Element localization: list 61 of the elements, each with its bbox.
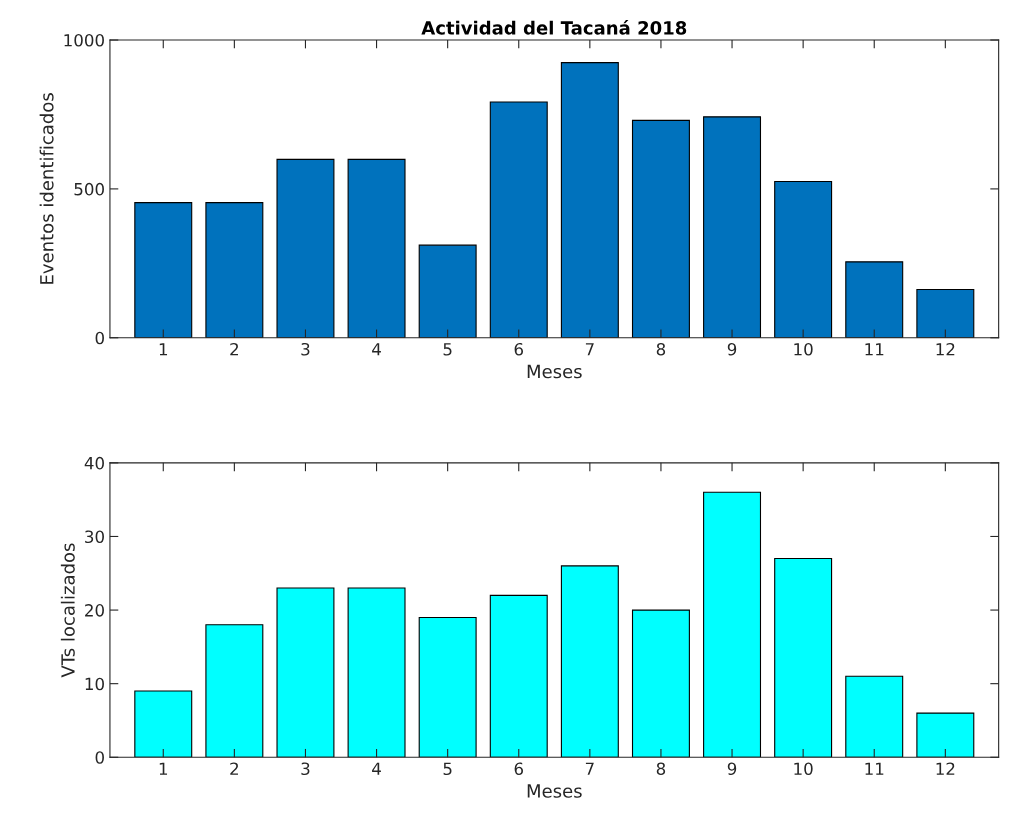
y-tick-label: 20 bbox=[85, 604, 104, 617]
x-tick-label: 3 bbox=[301, 342, 310, 356]
x-tick-label: 6 bbox=[514, 342, 524, 356]
x-tick-label: 2 bbox=[230, 762, 238, 775]
bar bbox=[774, 557, 833, 758]
x-tick-label: 11 bbox=[865, 343, 884, 356]
y-tick-label: 0 bbox=[95, 331, 104, 345]
x-tick-label: 7 bbox=[585, 343, 594, 356]
bar bbox=[347, 587, 406, 758]
bar bbox=[703, 116, 762, 338]
x-tick-label: 4 bbox=[372, 343, 381, 356]
bar bbox=[845, 261, 904, 338]
y-tick-label: 0 bbox=[95, 751, 104, 764]
y-tick-label: 500 bbox=[74, 182, 104, 196]
bar bbox=[845, 675, 904, 758]
bar bbox=[774, 180, 833, 338]
x-tick-label: 1 bbox=[159, 343, 168, 356]
bar bbox=[916, 712, 975, 758]
y-tick-label: 40 bbox=[84, 456, 104, 470]
chart-title: Actividad del Tacaná 2018 bbox=[421, 20, 687, 35]
x-tick-label: 7 bbox=[585, 762, 594, 775]
x-tick-label: 6 bbox=[514, 762, 524, 776]
x-axis-title: Meses bbox=[527, 364, 582, 379]
x-tick-label: 1 bbox=[159, 762, 168, 775]
x-tick-label: 10 bbox=[794, 762, 813, 776]
bar bbox=[418, 244, 477, 338]
bar bbox=[489, 101, 548, 338]
bar bbox=[631, 119, 690, 338]
x-tick-label: 5 bbox=[443, 343, 452, 356]
x-tick-label: 12 bbox=[936, 342, 955, 356]
x-tick-label: 4 bbox=[372, 762, 381, 775]
y-axis-title: Eventos identificados bbox=[39, 93, 54, 284]
bar bbox=[916, 288, 975, 338]
x-tick-label: 5 bbox=[443, 762, 452, 776]
bar bbox=[134, 690, 193, 758]
bar bbox=[560, 565, 619, 758]
x-tick-label: 9 bbox=[727, 762, 737, 776]
x-tick-label: 2 bbox=[230, 342, 238, 356]
bar bbox=[276, 158, 335, 338]
y-tick-label: 1000 bbox=[64, 33, 104, 47]
bar bbox=[205, 202, 264, 338]
x-tick-label: 12 bbox=[936, 762, 955, 775]
y-tick-label: 10 bbox=[85, 677, 104, 691]
bar bbox=[560, 62, 619, 338]
x-tick-label: 8 bbox=[656, 342, 666, 356]
bar bbox=[347, 158, 406, 338]
y-axis-title: VTs localizados bbox=[60, 543, 75, 678]
x-tick-label: 9 bbox=[727, 342, 737, 356]
y-tick-label: 30 bbox=[85, 530, 104, 544]
x-axis-title: Meses bbox=[527, 784, 582, 798]
bar bbox=[276, 587, 335, 758]
bar bbox=[631, 609, 690, 758]
bar bbox=[418, 616, 477, 758]
bar bbox=[134, 202, 193, 338]
x-tick-label: 3 bbox=[301, 762, 310, 776]
x-tick-label: 10 bbox=[794, 342, 813, 356]
bar bbox=[205, 624, 264, 758]
bar bbox=[489, 594, 548, 758]
bar bbox=[703, 491, 762, 758]
x-tick-label: 11 bbox=[865, 762, 884, 775]
x-tick-label: 8 bbox=[656, 762, 666, 776]
